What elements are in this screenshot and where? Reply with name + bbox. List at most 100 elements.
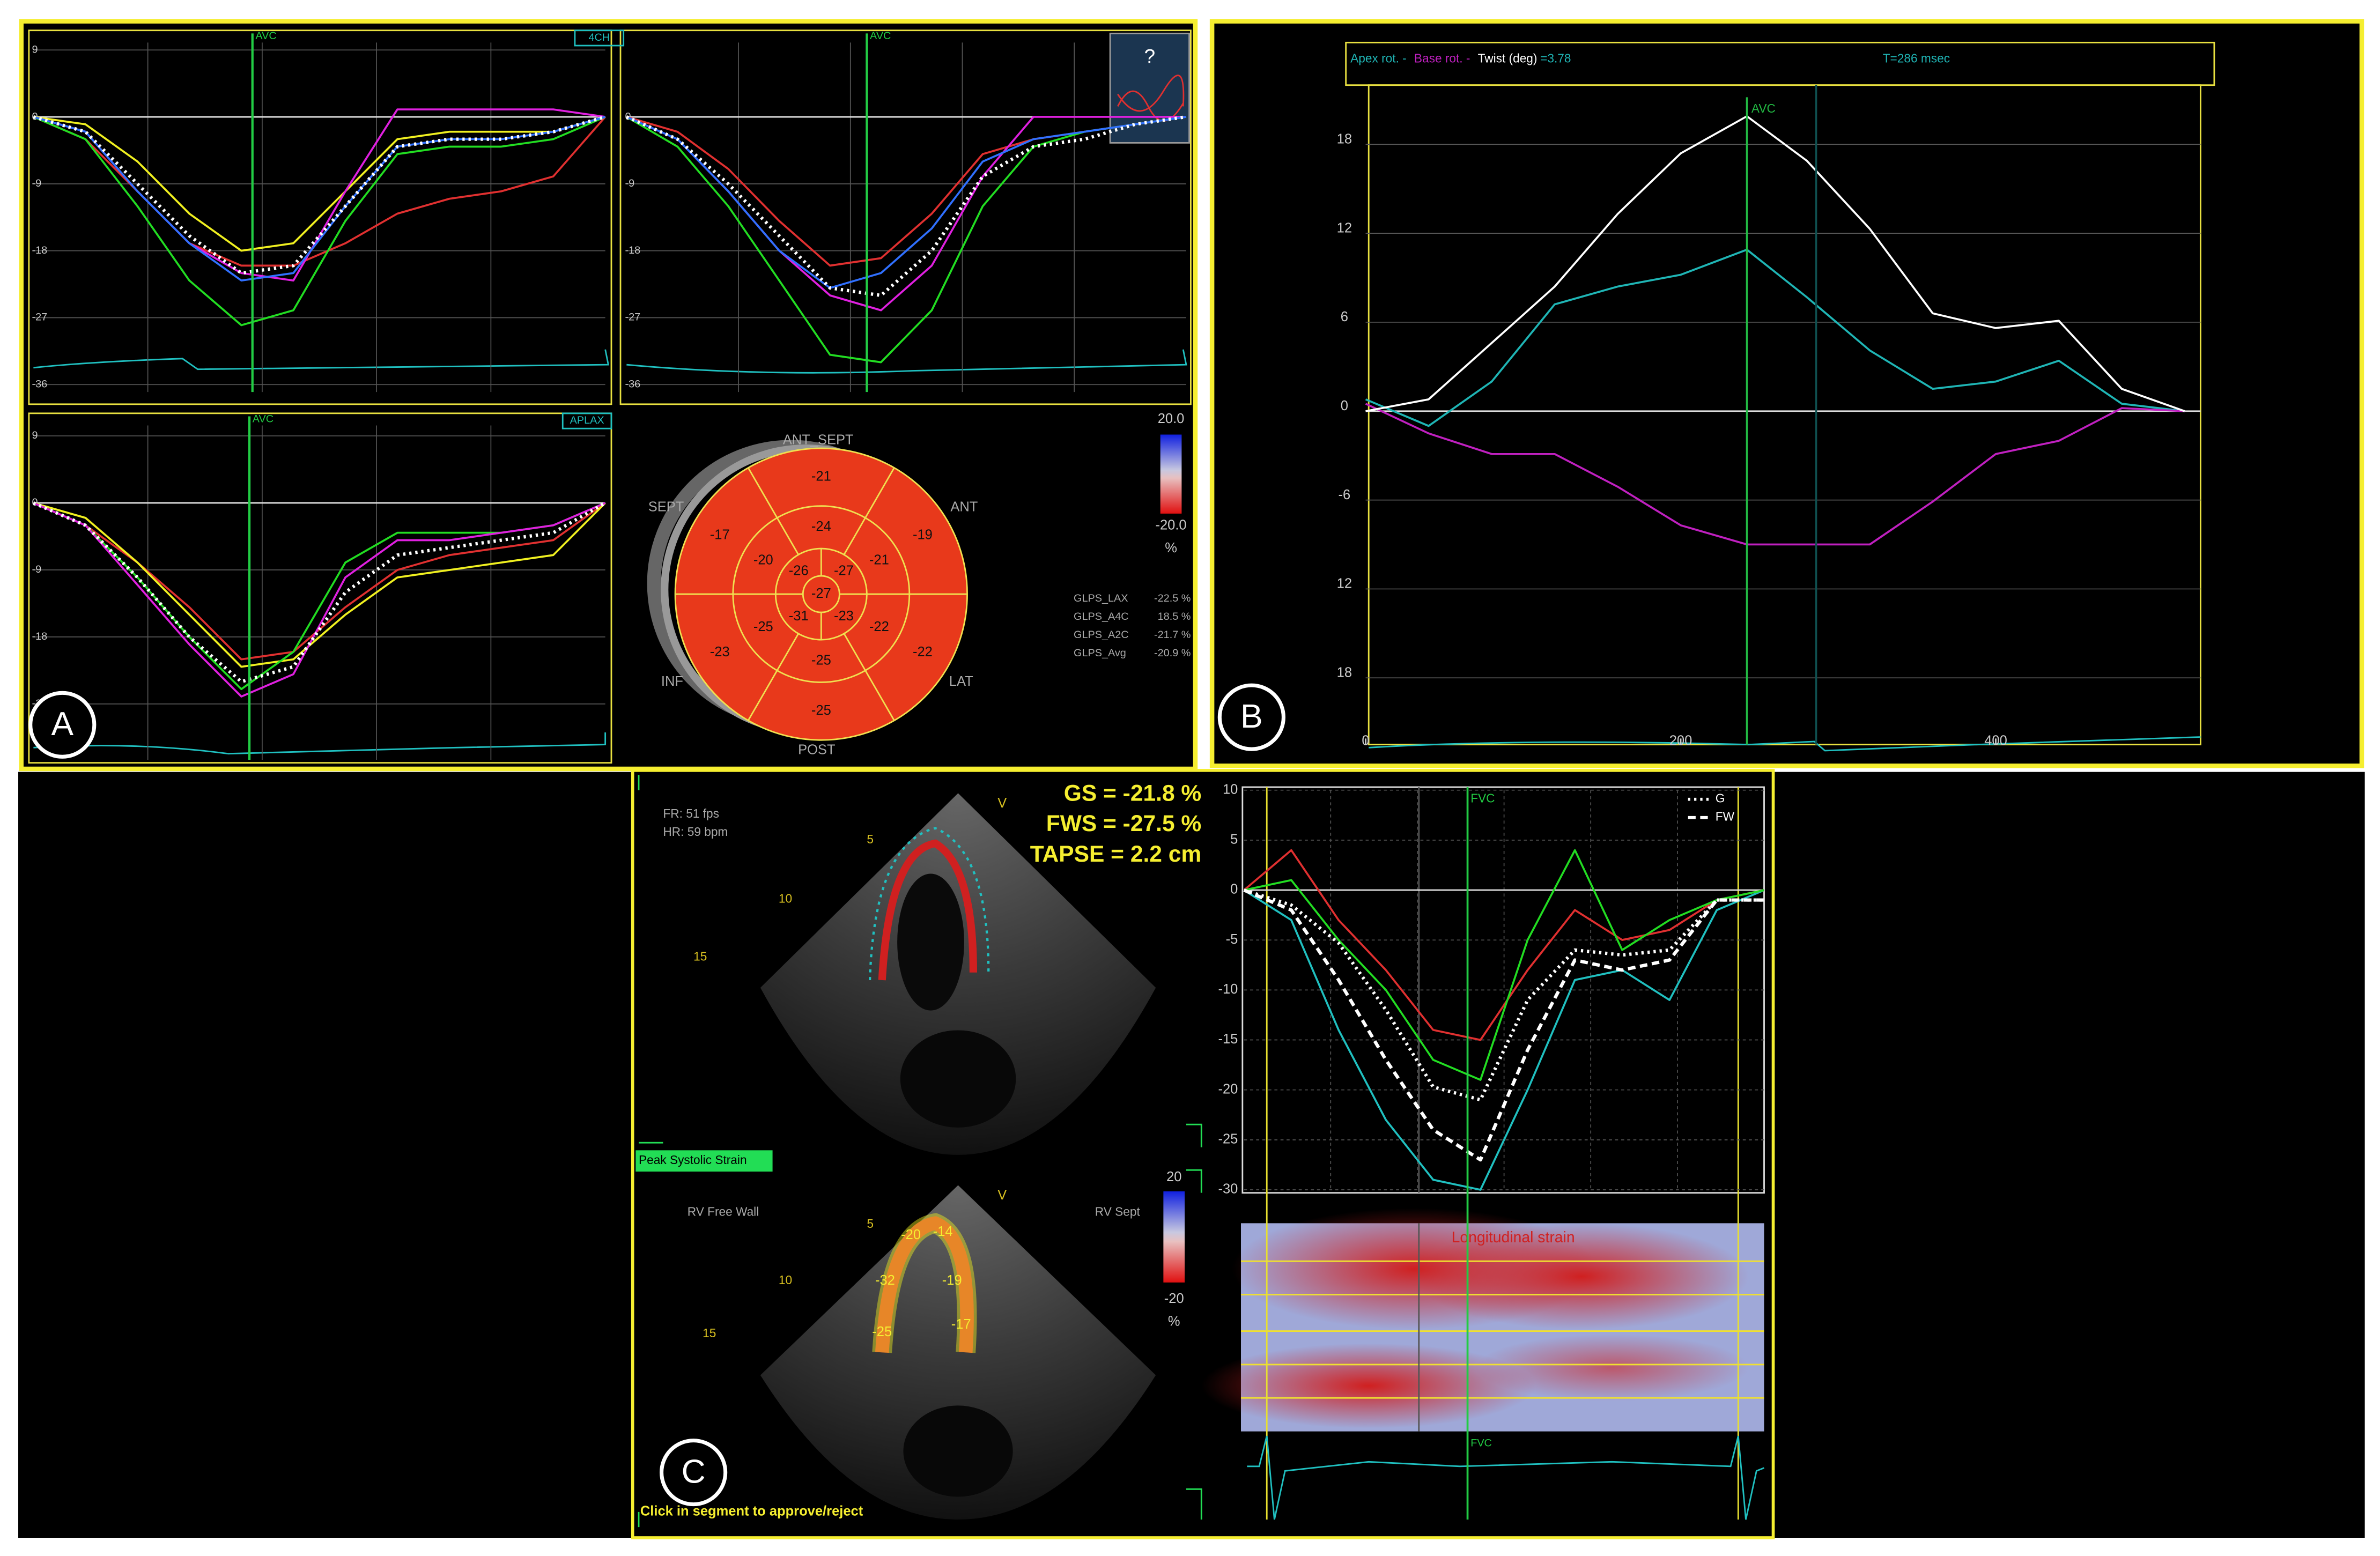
direction-label: POST bbox=[798, 743, 835, 758]
glps-value: 18.5 % bbox=[1158, 611, 1191, 623]
panel-badge bbox=[28, 691, 97, 759]
y-tick-label: -27 bbox=[32, 312, 48, 323]
depth-label: 10 bbox=[779, 1273, 792, 1287]
legend-entry: Twist (deg) bbox=[1478, 51, 1538, 65]
series-line bbox=[1244, 849, 1764, 1081]
ecg bbox=[1369, 736, 2201, 752]
tapse-result: TAPSE = 2.2 cm bbox=[1030, 842, 1202, 867]
series-line bbox=[626, 116, 1187, 289]
series-line bbox=[1365, 403, 2185, 546]
ecg bbox=[1247, 1435, 1765, 1520]
y-tick-label: -9 bbox=[625, 177, 635, 189]
heart-rate: HR: 59 bpm bbox=[663, 825, 728, 839]
septum-label: RV Sept bbox=[1095, 1205, 1141, 1219]
panel-letter: B bbox=[1240, 698, 1263, 735]
series-line bbox=[1365, 248, 2185, 427]
series-line bbox=[626, 115, 1187, 298]
y-tick-label: -5 bbox=[1226, 932, 1238, 947]
peak-button[interactable] bbox=[635, 1150, 773, 1172]
y-tick-label: 12 bbox=[1337, 220, 1352, 235]
series-line bbox=[33, 116, 606, 252]
y-tick-label: -10 bbox=[1218, 982, 1238, 997]
segment-divider bbox=[747, 633, 800, 721]
avc-label: AVC bbox=[870, 30, 891, 42]
y-tick-label: 0 bbox=[1341, 398, 1348, 413]
cycle-lines bbox=[1266, 787, 1739, 1520]
rv-segments bbox=[872, 1213, 977, 1353]
colorbar-min: -20 bbox=[1164, 1291, 1184, 1306]
series-line bbox=[1243, 889, 1765, 1191]
panel-b-content: 18 12 6 0 -6 12 18 0 200 400 AVC Apex rot. - Base ro… bbox=[1337, 41, 2215, 752]
panel-badge bbox=[660, 1439, 728, 1507]
avc-label: AVC bbox=[1751, 101, 1776, 115]
free-wall-label: RV Free Wall bbox=[688, 1205, 759, 1219]
segment-value: -19 bbox=[942, 1273, 962, 1288]
segment-value: -25 bbox=[753, 619, 773, 634]
frame bbox=[619, 29, 1192, 405]
glps-value: -20.9 % bbox=[1154, 647, 1191, 659]
rv-trace-points bbox=[868, 827, 990, 980]
segment-value: -25 bbox=[872, 1324, 892, 1339]
series-line bbox=[33, 116, 606, 281]
y-tick-label: -36 bbox=[32, 379, 48, 390]
y-tick-label: -9 bbox=[32, 564, 42, 575]
direction-label: LAT bbox=[949, 674, 973, 689]
y-tick-label: 9 bbox=[32, 43, 38, 55]
legend-entry: Apex rot. - bbox=[1350, 51, 1407, 65]
segment-value: -22 bbox=[869, 619, 889, 634]
y-tick-label: -18 bbox=[32, 631, 48, 642]
depth-label: 15 bbox=[693, 949, 707, 963]
y-tick-label: 10 bbox=[1223, 782, 1238, 797]
echo-chamber bbox=[900, 1030, 1016, 1128]
segment-value: -20 bbox=[901, 1227, 921, 1242]
segment-value: -19 bbox=[913, 528, 933, 543]
series-line bbox=[1243, 888, 1764, 1162]
twist-value: =3.78 bbox=[1540, 51, 1571, 65]
segment-value: -17 bbox=[951, 1317, 971, 1332]
glps-label: GLPS_LAX bbox=[1074, 592, 1128, 604]
segment-value: -17 bbox=[710, 528, 730, 543]
legend-entry: G bbox=[1716, 791, 1725, 805]
y-tick-label: -6 bbox=[1338, 487, 1350, 502]
y-tick-label: -9 bbox=[32, 177, 42, 189]
segment-value: -32 bbox=[875, 1273, 895, 1288]
strain-map-blob bbox=[1414, 1223, 1749, 1330]
x-tick-label: 0 bbox=[1362, 733, 1369, 749]
depth-label: 5 bbox=[867, 832, 874, 846]
segment-divider bbox=[843, 467, 895, 555]
segment-value: -23 bbox=[834, 609, 854, 624]
segment-value: -22 bbox=[913, 644, 933, 660]
rv-segments bbox=[875, 1216, 974, 1353]
frame-rate: FR: 51 fps bbox=[663, 806, 719, 820]
y-tick-label: -18 bbox=[32, 244, 48, 256]
footer: Click in segment to approve/reject bbox=[640, 1504, 863, 1519]
glps-value: -21.7 % bbox=[1154, 629, 1191, 641]
labels: A B C bbox=[28, 683, 1285, 1507]
help-button[interactable] bbox=[1109, 32, 1190, 144]
strain-map-blob bbox=[1475, 1334, 1749, 1401]
corner-marks bbox=[638, 775, 1202, 1528]
panel-badge bbox=[1217, 683, 1285, 751]
series-line bbox=[33, 116, 606, 327]
time-label: T=286 msec bbox=[1883, 51, 1950, 65]
view-box bbox=[574, 29, 625, 47]
y-tick-label: -30 bbox=[1218, 1182, 1238, 1197]
y-tick-label: 18 bbox=[1337, 665, 1352, 680]
y-tick-label: -20 bbox=[1218, 1081, 1238, 1096]
depth-label: 10 bbox=[779, 892, 792, 906]
panel-a bbox=[19, 19, 1198, 772]
ecg bbox=[626, 349, 1187, 374]
segment-value: -25 bbox=[811, 653, 831, 668]
echo-chamber bbox=[903, 1405, 1013, 1497]
direction-label: SEPT bbox=[648, 499, 684, 514]
depth-label: 5 bbox=[867, 1217, 874, 1231]
legend-entry: Base rot. - bbox=[1414, 51, 1470, 65]
segment-value: -25 bbox=[811, 703, 831, 718]
depth-label: 15 bbox=[703, 1326, 716, 1340]
segment-value: -27 bbox=[811, 586, 831, 601]
series-line bbox=[1365, 115, 2185, 412]
panel-letter: A bbox=[51, 706, 73, 743]
map-title: Longitudinal strain bbox=[1452, 1229, 1575, 1246]
direction-label: ANT bbox=[950, 499, 978, 514]
